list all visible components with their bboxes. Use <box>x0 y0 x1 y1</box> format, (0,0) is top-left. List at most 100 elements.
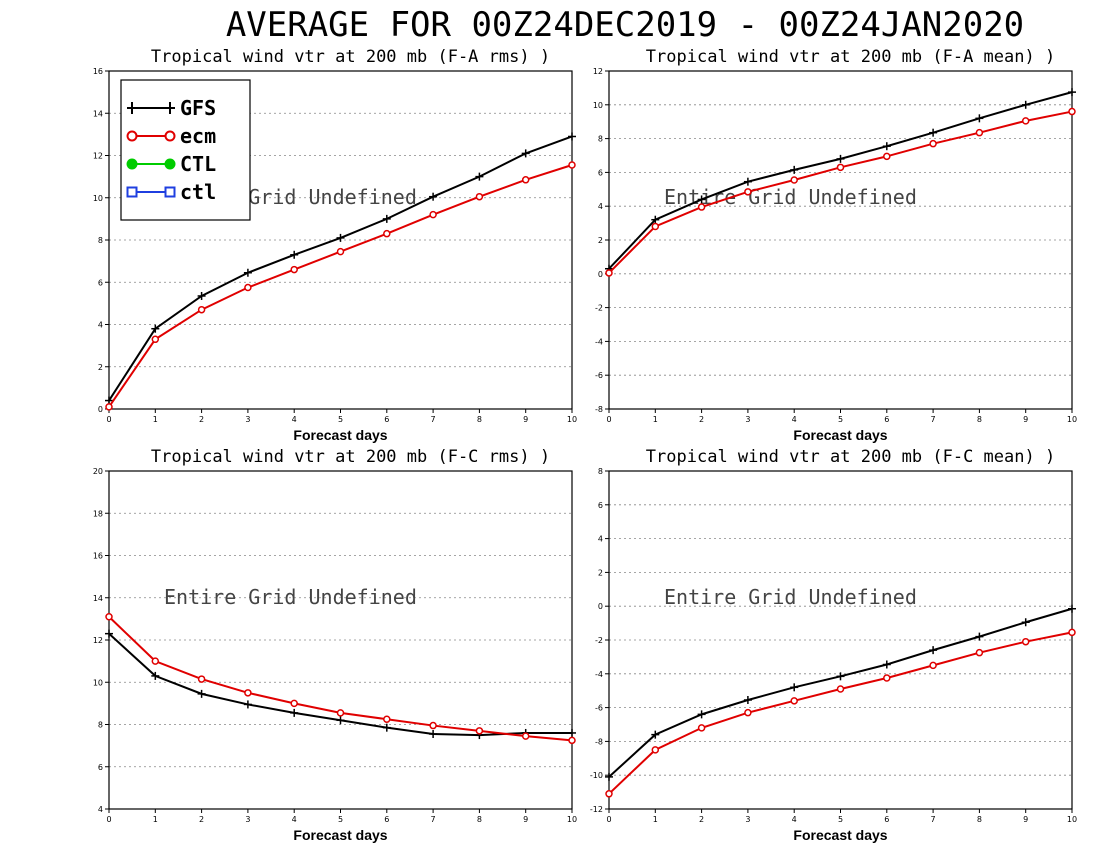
legend-entry-ctl: ctl <box>126 180 216 204</box>
data-point <box>836 672 845 681</box>
legend-marker <box>126 130 138 142</box>
data-point <box>790 683 799 692</box>
y-tick-label: 6 <box>598 501 603 510</box>
y-tick-label: 8 <box>98 236 103 245</box>
x-tick-label: 8 <box>977 815 982 824</box>
y-tick-label: 4 <box>98 805 103 814</box>
x-tick-label: 7 <box>431 415 436 424</box>
series-gfs <box>605 604 1076 781</box>
data-point <box>929 139 937 148</box>
y-tick-label: 4 <box>598 202 603 211</box>
y-tick-label: 0 <box>598 602 603 611</box>
x-tick-label: 10 <box>567 415 577 424</box>
undefined-grid-annotation: Entire Grid Undefined <box>164 585 417 609</box>
data-point <box>475 172 484 181</box>
legend-label: ctl <box>180 180 216 204</box>
data-point <box>197 689 206 698</box>
data-point <box>651 746 660 754</box>
y-tick-label: 10 <box>93 194 103 203</box>
y-tick-label: 18 <box>93 509 103 518</box>
data-point <box>836 685 845 693</box>
x-tick-label: 8 <box>477 815 482 824</box>
series-ecm <box>105 613 576 745</box>
data-point <box>975 114 984 123</box>
x-tick-label: 5 <box>838 415 843 424</box>
chart-panel-4: Tropical wind vtr at 200 mb (F-C mean) )… <box>590 447 1077 843</box>
data-point <box>836 154 845 163</box>
legend-marker <box>164 130 176 142</box>
series-gfs <box>105 629 576 740</box>
data-point <box>429 210 437 219</box>
legend-marker <box>164 158 176 170</box>
data-point <box>151 657 160 665</box>
data-point <box>790 176 798 184</box>
data-point <box>697 710 706 719</box>
y-tick-label: 10 <box>93 678 103 687</box>
data-point <box>521 176 530 184</box>
x-tick-label: 6 <box>384 815 389 824</box>
data-point <box>105 403 113 411</box>
data-point <box>883 674 891 682</box>
x-tick-label: 6 <box>884 815 889 824</box>
data-point <box>290 699 298 708</box>
data-point <box>1068 628 1076 637</box>
legend-entry-gfs: GFS <box>127 96 216 120</box>
y-tick-label: 6 <box>98 763 103 772</box>
y-tick-label: 20 <box>93 467 103 476</box>
data-point <box>521 149 530 158</box>
x-tick-label: 1 <box>153 815 158 824</box>
data-point <box>1021 100 1030 109</box>
x-axis-label: Forecast days <box>293 427 387 443</box>
x-tick-label: 5 <box>838 815 843 824</box>
data-point <box>243 268 252 277</box>
x-tick-label: 3 <box>745 415 750 424</box>
panel-title: Tropical wind vtr at 200 mb (F-C rms) ) <box>151 447 550 467</box>
x-tick-label: 8 <box>477 415 482 424</box>
data-point <box>568 736 576 745</box>
y-tick-label: -4 <box>595 670 603 679</box>
data-point <box>290 265 298 274</box>
x-tick-label: 4 <box>792 415 797 424</box>
legend-marker <box>126 186 138 198</box>
data-point <box>697 203 706 211</box>
data-point <box>197 305 206 314</box>
data-point <box>105 613 113 621</box>
data-point <box>929 128 938 137</box>
legend-marker <box>165 102 175 114</box>
data-point <box>336 247 345 256</box>
data-point <box>1068 107 1076 116</box>
y-tick-label: -12 <box>590 805 603 814</box>
y-tick-label: 14 <box>93 594 103 603</box>
data-point <box>1021 117 1030 125</box>
data-point <box>697 724 706 732</box>
data-point <box>605 790 613 798</box>
y-tick-label: 8 <box>598 135 603 144</box>
legend-entry-ctl: CTL <box>126 152 216 176</box>
x-tick-label: 4 <box>292 815 297 824</box>
x-tick-label: 10 <box>567 815 577 824</box>
data-point <box>790 697 798 705</box>
series-gfs <box>605 88 1076 273</box>
x-tick-label: 6 <box>884 415 889 424</box>
chart-panel-3: Tropical wind vtr at 200 mb (F-C rms) ) 4… <box>93 447 577 843</box>
x-tick-label: 6 <box>384 415 389 424</box>
x-tick-label: 5 <box>338 815 343 824</box>
y-tick-label: -4 <box>595 337 603 346</box>
data-point <box>568 132 576 141</box>
y-tick-label: -2 <box>595 636 603 645</box>
y-tick-label: 12 <box>93 152 103 161</box>
x-tick-label: 7 <box>931 815 936 824</box>
data-point <box>290 708 299 717</box>
data-point <box>521 732 530 740</box>
data-point <box>883 152 891 161</box>
y-tick-label: 6 <box>98 278 103 287</box>
data-point <box>697 195 706 204</box>
data-point <box>336 716 345 725</box>
data-point <box>929 646 938 655</box>
legend-label: CTL <box>180 152 216 176</box>
y-tick-label: -6 <box>595 704 603 713</box>
data-point <box>744 188 752 196</box>
x-tick-label: 3 <box>745 815 750 824</box>
y-tick-label: 2 <box>98 363 103 372</box>
x-tick-label: 0 <box>106 415 111 424</box>
